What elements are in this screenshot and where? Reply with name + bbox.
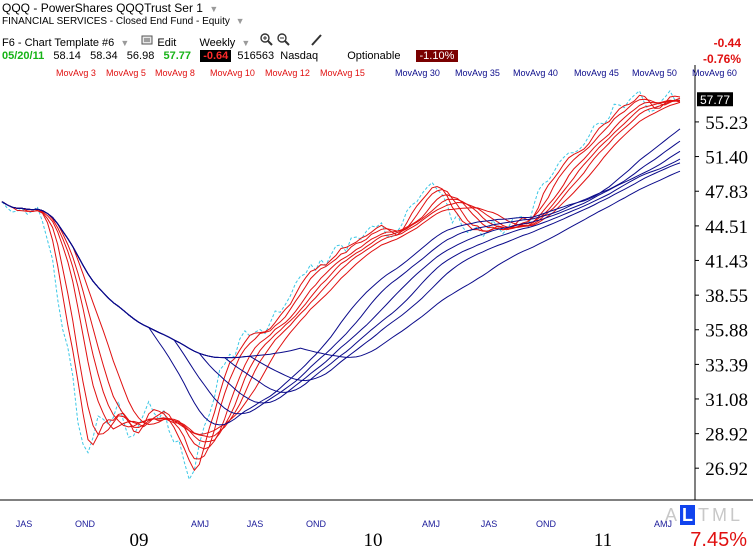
x-year-label: 09 (130, 530, 149, 551)
toolbar: F6 - Chart Template #6 ▼ Edit Weekly ▼ (2, 33, 323, 49)
series-line-movavg-12 (1, 100, 681, 438)
x-tick-label: JAS (16, 519, 33, 529)
y-tick-label: 33.39 (705, 355, 748, 376)
edit-button[interactable]: Edit (157, 37, 177, 49)
series-line-movavg-45 (1, 158, 681, 393)
x-year-label: 11 (594, 530, 612, 551)
x-tick-label: JAS (247, 519, 264, 529)
zoom-out-icon-svg (277, 33, 290, 46)
quote-open: 58.14 (53, 50, 81, 62)
x-tick-label: AMJ (422, 519, 440, 529)
chevron-down-icon[interactable]: ▼ (209, 4, 219, 14)
title-separator: - (33, 1, 38, 15)
legend-item: MovAvg 10 (210, 68, 255, 78)
quote-close: 57.77 (163, 50, 192, 62)
series-line-movavg-60 (1, 170, 681, 359)
timeframe-letter[interactable]: L (679, 505, 695, 525)
quote-change-pct: -1.10% (415, 50, 459, 62)
sector-row: FINANCIAL SERVICES - Closed End Fund - E… (2, 16, 245, 27)
y-tick-label: 31.08 (705, 390, 748, 411)
last-price-box (697, 92, 733, 107)
chevron-down-icon[interactable]: ▼ (235, 16, 245, 26)
legend-item: MovAvg 50 (632, 68, 677, 78)
x-tick-label: AMJ (191, 519, 209, 529)
legend-item: MovAvg 5 (106, 68, 146, 78)
y-tick-label: 47.83 (705, 182, 748, 203)
series-line-movavg-3 (1, 94, 681, 472)
price-line (1, 89, 680, 481)
series-line-movavg-5 (1, 97, 681, 460)
legend-item: MovAvg 60 (692, 68, 737, 78)
change-pct: -0.76% (702, 52, 741, 66)
legend-item: MovAvg 30 (395, 68, 440, 78)
x-tick-label: OND (306, 519, 327, 529)
period-select[interactable]: Weekly (199, 37, 236, 49)
security-name: PowerShares QQQTrust Ser 1 (40, 1, 203, 15)
timeframe-letter[interactable]: L (729, 505, 740, 525)
quote-high: 58.34 (90, 50, 118, 62)
zoom-in-icon-svg (260, 33, 273, 46)
legend-item: MovAvg 12 (265, 68, 310, 78)
zoom-out-icon[interactable] (276, 33, 290, 49)
template-select[interactable]: F6 - Chart Template #6 (2, 37, 115, 49)
series-line-movavg-15 (1, 101, 681, 436)
series-line-movavg-10 (1, 99, 680, 443)
series-line-movavg-8 (1, 99, 681, 450)
series-line-movavg-35 (1, 140, 681, 415)
x-tick-label: OND (536, 519, 557, 529)
quote-change: -0.64 (200, 50, 232, 62)
quote-volume: 516563 (237, 50, 275, 62)
quote-optionable: Optionable (347, 50, 401, 62)
timeframe-letter[interactable]: T (697, 505, 709, 525)
timeframe-letter[interactable]: A (664, 505, 677, 525)
x-year-label: 10 (364, 530, 383, 551)
quote-low: 56.98 (126, 50, 155, 62)
sector-label: FINANCIAL SERVICES - Closed End Fund - E… (2, 16, 230, 27)
y-tick-label: 38.55 (705, 286, 748, 307)
symbol: QQQ (2, 1, 31, 15)
chevron-down-icon[interactable]: ▼ (120, 38, 130, 48)
y-tick-label: 26.92 (705, 459, 748, 480)
title-row: QQQ - PowerShares QQQTrust Ser 1 ▼ (2, 1, 218, 15)
last-price-label: 57.77 (700, 93, 730, 107)
series-line-movavg-30 (1, 128, 681, 426)
timeframe-letter[interactable]: M (711, 505, 727, 525)
legend-item: MovAvg 40 (513, 68, 558, 78)
quote-row: 05/20/11 58.14 58.34 56.98 57.77 -0.64 5… (2, 50, 459, 62)
edit-icon-svg (141, 35, 153, 45)
legend-item: MovAvg 8 (155, 68, 195, 78)
y-tick-label: 41.43 (705, 251, 748, 272)
legend-item: MovAvg 3 (56, 68, 96, 78)
price-chart[interactable]: 55.23 51.40 47.83 44.51 41.43 38.55 35.88 33.39… (0, 65, 753, 554)
x-tick-label: JAS (481, 519, 498, 529)
pen-icon[interactable] (309, 33, 323, 49)
footer-pct: 7.45% (690, 529, 747, 551)
quote-date: 05/20/11 (2, 50, 45, 62)
edit-icon[interactable] (140, 35, 154, 49)
quote-exchange: Nasdaq (280, 50, 319, 62)
y-tick-label: 55.23 (705, 113, 748, 134)
y-tick-label: 28.92 (705, 425, 748, 446)
y-tick-label: 35.88 (705, 321, 748, 342)
pen-icon-svg (311, 34, 323, 46)
zoom-in-icon[interactable] (259, 33, 273, 49)
change-abs: -0.44 (713, 36, 741, 50)
legend-item: MovAvg 45 (574, 68, 619, 78)
y-tick-label: 51.40 (705, 148, 748, 169)
legend-item: MovAvg 15 (320, 68, 365, 78)
y-tick-label: 44.51 (705, 217, 748, 238)
ma-legend: MovAvg 3 MovAvg 5 MovAvg 8 MovAvg 10 MovAvg … (0, 68, 753, 80)
chevron-down-icon[interactable]: ▼ (241, 38, 251, 48)
legend-item: MovAvg 35 (455, 68, 500, 78)
x-tick-label: AMJ (654, 519, 672, 529)
x-tick-label: OND (75, 519, 96, 529)
